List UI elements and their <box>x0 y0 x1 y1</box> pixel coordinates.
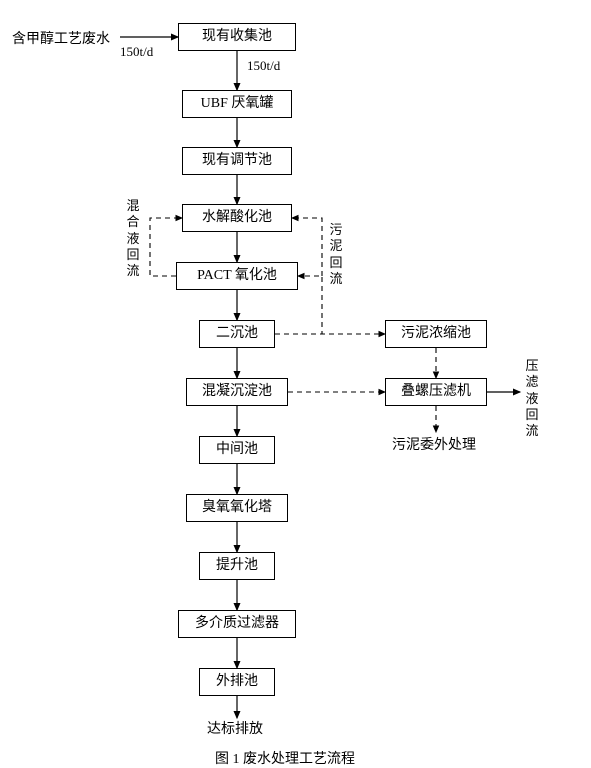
node-hydrolysis: 水解酸化池 <box>182 204 292 232</box>
filtrate-reflux-label: 压滤液回流 <box>524 358 540 439</box>
node-mid: 中间池 <box>199 436 275 464</box>
node-ubf: UBF 厌氧罐 <box>182 90 292 118</box>
node-collect: 现有收集池 <box>178 23 296 51</box>
node-coag: 混凝沉淀池 <box>186 378 288 406</box>
mix-reflux-label: 混合液回流 <box>125 198 141 279</box>
after-collect-rate: 150t/d <box>247 58 280 74</box>
diagram-container: { "title": "图 1 废水处理工艺流程", "input_label"… <box>0 0 591 767</box>
node-adjust: 现有调节池 <box>182 147 292 175</box>
node-secsed: 二沉池 <box>199 320 275 348</box>
node-press: 叠螺压滤机 <box>385 378 487 406</box>
sludge-reflux-label: 污泥回流 <box>328 222 344 287</box>
node-out: 外排池 <box>199 668 275 696</box>
node-multi: 多介质过滤器 <box>178 610 296 638</box>
input-label: 含甲醇工艺废水 <box>12 28 110 48</box>
sludge-out-label: 污泥委外处理 <box>392 434 476 454</box>
node-ozone: 臭氧氧化塔 <box>186 494 288 522</box>
node-concentrate: 污泥浓缩池 <box>385 320 487 348</box>
node-pact: PACT 氧化池 <box>176 262 298 290</box>
input-rate: 150t/d <box>120 44 153 60</box>
discharge-label: 达标排放 <box>207 718 263 738</box>
figure-caption: 图 1 废水处理工艺流程 <box>215 748 355 768</box>
flow-lines <box>0 0 591 767</box>
node-lift: 提升池 <box>199 552 275 580</box>
